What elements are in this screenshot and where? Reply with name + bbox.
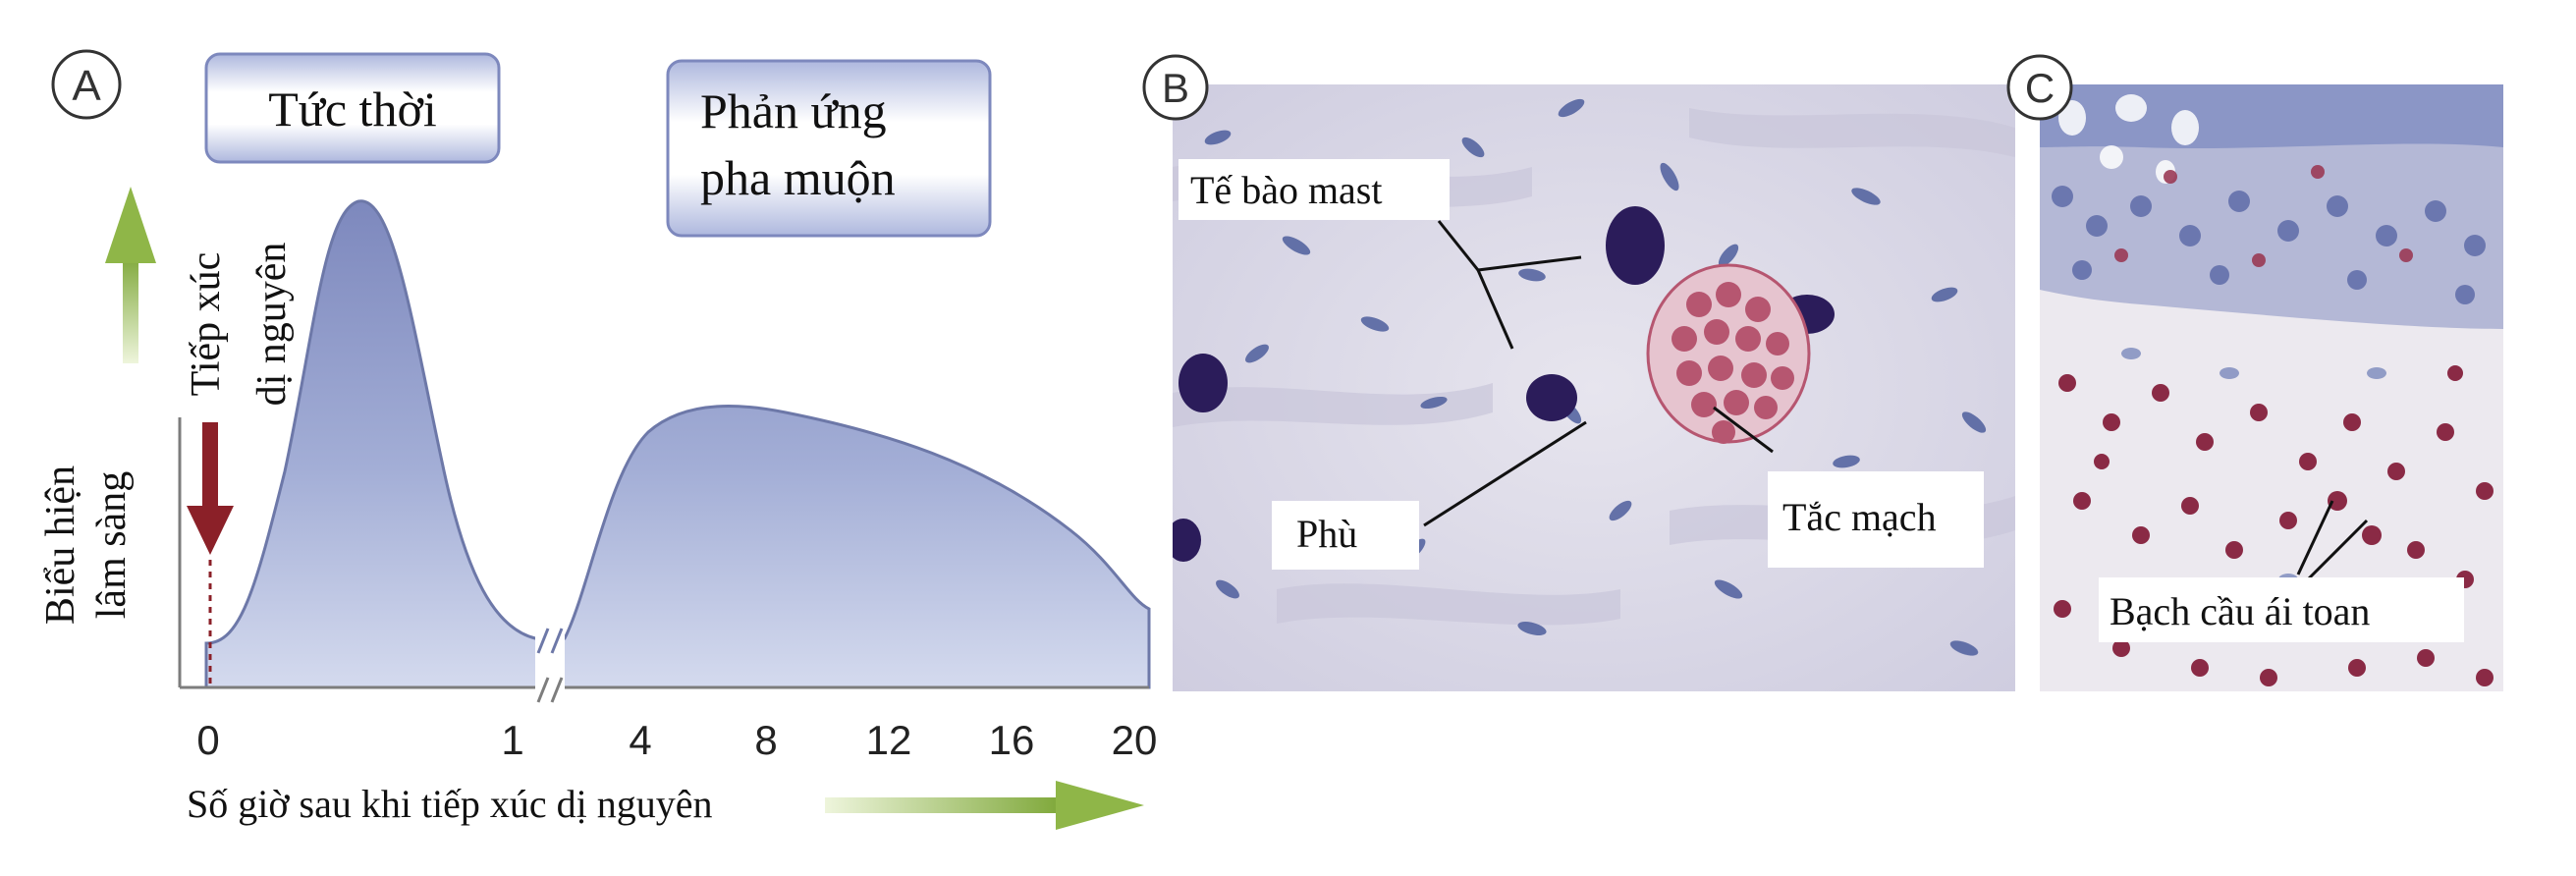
label-edema-text: Phù (1296, 512, 1357, 556)
label-vasocongestion: Tắc mạch (1768, 471, 1984, 568)
x-tick-12: 12 (866, 717, 912, 763)
phase-box-late: Phản ứng pha muộn (666, 59, 992, 238)
x-tick-labels: 0 1 4 8 12 16 20 (196, 717, 1157, 763)
axis-break (535, 619, 565, 707)
y-axis-arrow (105, 187, 156, 363)
exposure-label-line2: dị nguyên (249, 243, 295, 407)
exposure-label-line1: Tiếp xúc (184, 252, 229, 397)
label-eosinophil: Bạch cầu ái toan (2099, 577, 2464, 642)
phase-late-label-line2: pha muộn (700, 150, 896, 205)
panel-c: C Bạch cầu ái toan (2006, 54, 2503, 691)
x-tick-4: 4 (629, 717, 651, 763)
panel-c-tissue (2040, 84, 2503, 686)
x-tick-20: 20 (1112, 717, 1158, 763)
panel-a-letter: A (72, 62, 101, 110)
label-eosinophil-text: Bạch cầu ái toan (2110, 589, 2370, 633)
panel-b-letter-badge: B (1142, 54, 1209, 121)
x-tick-0: 0 (196, 717, 219, 763)
label-mast-cell: Tế bào mast (1178, 159, 1450, 220)
y-axis-label-line2: lâm sàng (89, 471, 135, 619)
label-mast-cell-text: Tế bào mast (1190, 168, 1383, 212)
phase-late-label-line1: Phản ứng (700, 83, 887, 138)
exposure-arrow-shaft (202, 422, 218, 511)
panel-a-letter-badge: A (51, 49, 122, 120)
x-axis-label: Số giờ sau khi tiếp xúc dị nguyên (187, 782, 713, 826)
panel-b-callout-lines (1423, 220, 1774, 527)
label-vasocongestion-text: Tắc mạch (1782, 495, 1937, 539)
vessel-rbc-cluster (1646, 263, 1811, 444)
x-tick-8: 8 (754, 717, 777, 763)
eosinophils (2054, 365, 2494, 686)
response-curve (204, 199, 1151, 689)
label-edema: Phù (1272, 501, 1419, 570)
x-axis-arrow (825, 781, 1144, 830)
y-axis-title: Biểu hiện lâm sàng (38, 465, 135, 625)
panel-b-letter: B (1162, 65, 1189, 111)
panel-c-callout-lines (2296, 500, 2369, 581)
x-tick-16: 16 (989, 717, 1035, 763)
phase-box-immediate: Tức thời (204, 52, 501, 164)
panel-c-letter-badge: C (2006, 54, 2073, 121)
exposure-arrow-head (187, 506, 234, 555)
y-axis-label-line1: Biểu hiện (38, 465, 83, 625)
panel-c-letter: C (2025, 65, 2055, 111)
panel-a: A Tức thời Phản ứng pha muộn Biểu hiện l… (38, 49, 1157, 830)
x-tick-1: 1 (501, 717, 523, 763)
phase-immediate-label: Tức thời (268, 82, 437, 137)
allergen-exposure-marker: Tiếp xúc dị nguyên (184, 243, 295, 687)
panel-b: B Tế bào mast Phù Tắc mạch (1142, 54, 2015, 691)
